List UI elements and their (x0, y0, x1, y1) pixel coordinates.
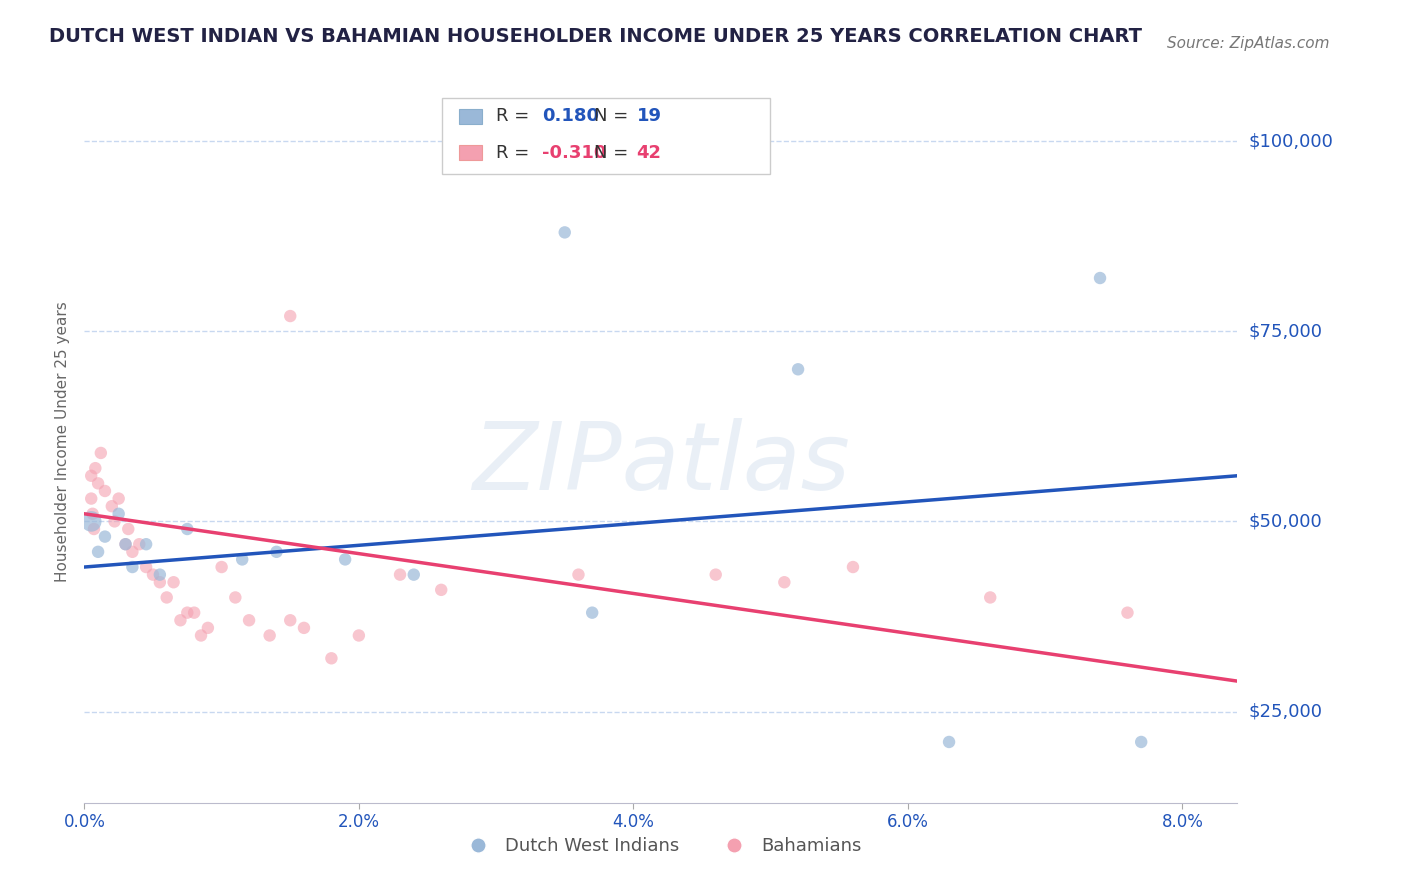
Point (266, 545, 288, 559)
Point (117, 522, 139, 536)
Point (94, 530, 117, 544)
Text: N =: N = (593, 144, 634, 161)
Text: $25,000: $25,000 (1249, 703, 1323, 721)
Point (1088, 271, 1111, 285)
Point (773, 575, 796, 590)
Point (114, 537, 136, 551)
Text: N =: N = (593, 107, 634, 126)
Point (278, 309, 301, 323)
Text: 19: 19 (637, 107, 662, 126)
Point (567, 567, 589, 582)
Point (82, 507, 104, 521)
Point (90, 446, 112, 460)
Point (430, 582, 453, 597)
Point (190, 628, 212, 642)
Text: R =: R = (496, 107, 534, 126)
Point (149, 567, 172, 582)
Text: Source: ZipAtlas.com: Source: ZipAtlas.com (1167, 37, 1330, 52)
Point (197, 621, 219, 635)
Point (103, 515, 125, 529)
Point (83, 522, 105, 536)
Point (80, 468, 103, 483)
Point (183, 606, 205, 620)
Text: $50,000: $50,000 (1249, 512, 1322, 531)
Point (224, 591, 246, 605)
FancyBboxPatch shape (460, 109, 482, 124)
Point (238, 613, 260, 627)
Point (128, 537, 150, 551)
Text: R =: R = (496, 144, 534, 161)
Point (842, 560, 865, 574)
Point (581, 606, 603, 620)
Point (169, 613, 191, 627)
Text: 0.180: 0.180 (543, 107, 599, 126)
Point (84, 461, 107, 475)
Point (979, 591, 1001, 605)
Point (149, 575, 172, 590)
Point (278, 613, 301, 627)
Point (80, 515, 103, 529)
Point (135, 537, 157, 551)
Text: -0.310: -0.310 (543, 144, 606, 161)
Point (87, 476, 110, 491)
Point (938, 735, 960, 749)
Point (389, 567, 412, 582)
Point (1116, 606, 1139, 620)
Point (107, 507, 129, 521)
Point (114, 537, 136, 551)
Point (554, 226, 576, 240)
Point (211, 560, 233, 574)
Point (231, 552, 253, 566)
Text: 42: 42 (637, 144, 662, 161)
Text: ZIPatlas: ZIPatlas (472, 417, 849, 508)
Point (402, 567, 425, 582)
FancyBboxPatch shape (460, 145, 482, 160)
Point (787, 362, 810, 376)
Point (101, 499, 124, 513)
FancyBboxPatch shape (441, 98, 770, 174)
Point (80, 491, 103, 506)
Text: DUTCH WEST INDIAN VS BAHAMIAN HOUSEHOLDER INCOME UNDER 25 YEARS CORRELATION CHAR: DUTCH WEST INDIAN VS BAHAMIAN HOUSEHOLDE… (49, 27, 1142, 45)
Point (121, 560, 143, 574)
Point (87, 545, 110, 559)
Point (176, 522, 198, 536)
Point (292, 621, 315, 635)
Legend: Dutch West Indians, Bahamians: Dutch West Indians, Bahamians (453, 830, 869, 863)
Point (142, 567, 165, 582)
Point (107, 491, 129, 506)
Point (94, 483, 117, 498)
Point (333, 552, 356, 566)
Point (135, 560, 157, 574)
Point (121, 545, 143, 559)
Text: $75,000: $75,000 (1249, 322, 1323, 340)
Point (347, 628, 370, 642)
Point (156, 591, 179, 605)
Point (704, 567, 727, 582)
Point (1130, 735, 1153, 749)
Point (176, 606, 198, 620)
Point (321, 651, 343, 665)
Y-axis label: Householder Income Under 25 years: Householder Income Under 25 years (55, 301, 70, 582)
Point (162, 575, 184, 590)
Text: $100,000: $100,000 (1249, 132, 1333, 150)
Point (259, 628, 281, 642)
